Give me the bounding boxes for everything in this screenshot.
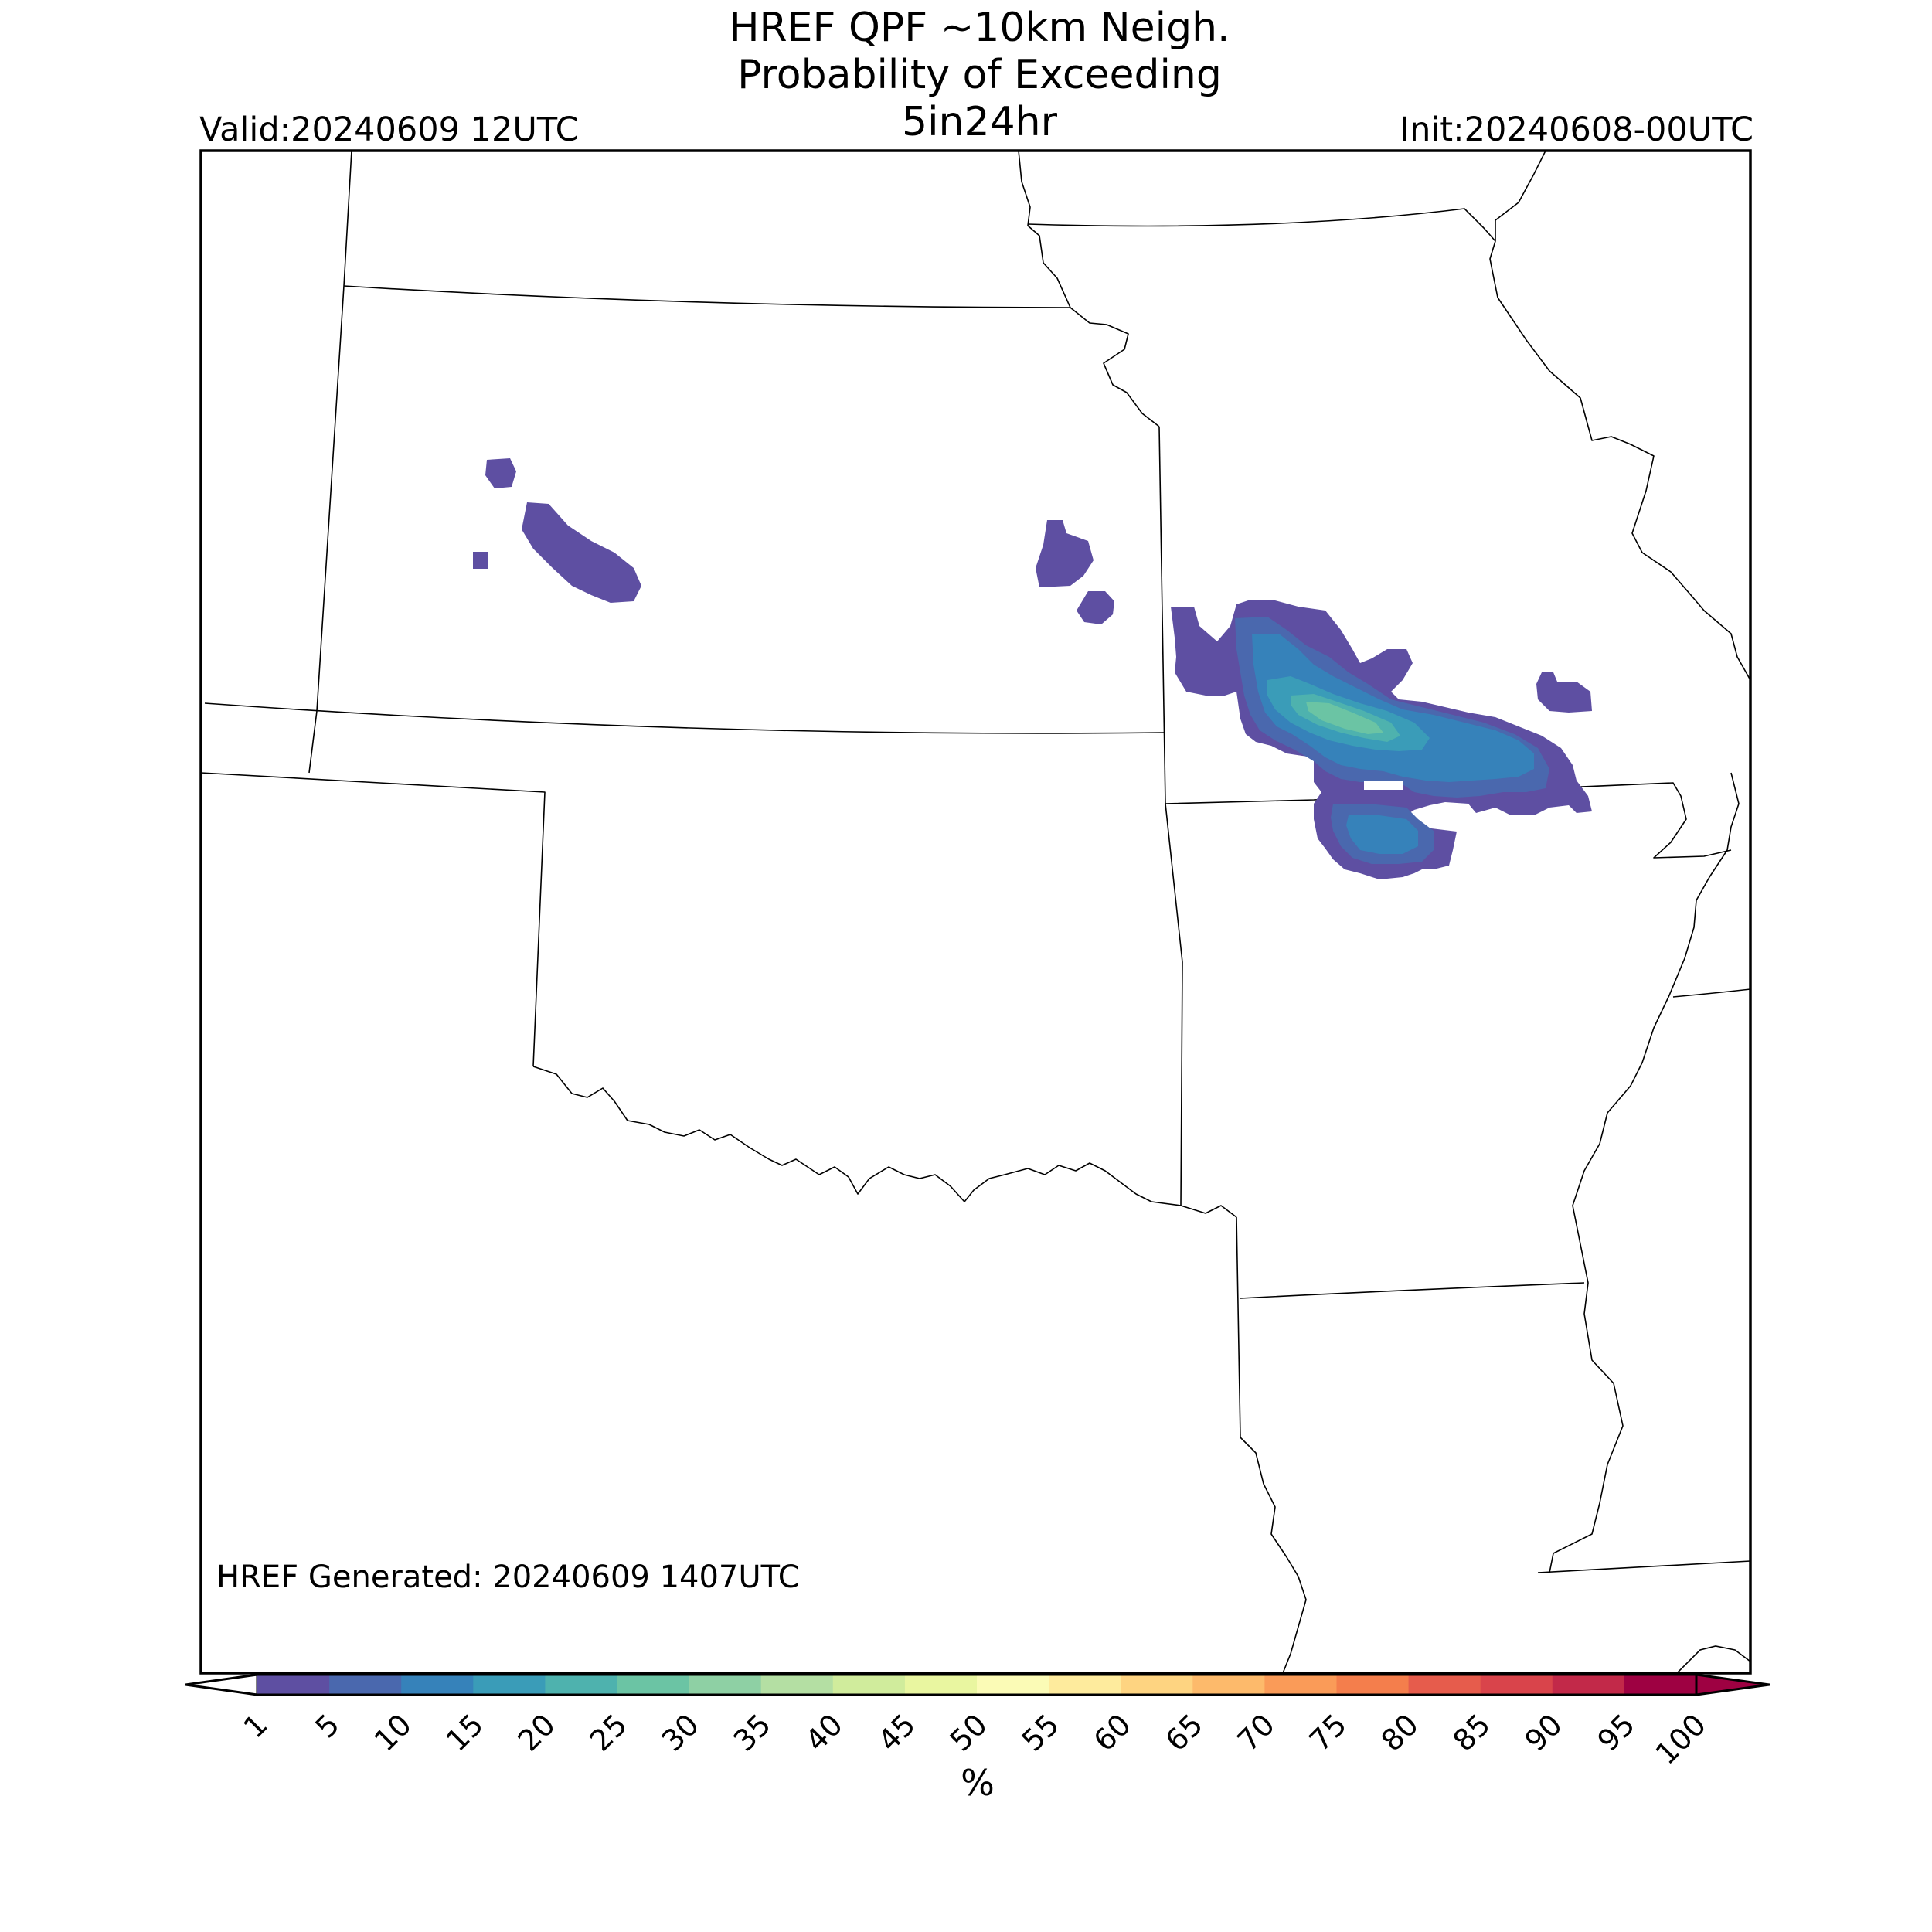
colorbar-under-arrow xyxy=(185,1673,259,1696)
colorbar-segment xyxy=(329,1675,402,1695)
red-river-border xyxy=(532,1066,1237,1218)
map-frame xyxy=(199,149,1752,1675)
oklahoma-panhandle xyxy=(201,772,546,1067)
colorbar-segment xyxy=(1121,1675,1193,1695)
generated-note: HREF Generated: 20240609 1407UTC xyxy=(216,1560,800,1595)
map-panel xyxy=(201,151,1750,1673)
missouri-north-border xyxy=(1027,208,1496,242)
prob-area-gap xyxy=(1364,781,1403,790)
colorbar-segment xyxy=(257,1675,330,1695)
oklahoma-arkansas-border xyxy=(1165,803,1183,1206)
title-line-1: HREF QPF ~10km Neigh. xyxy=(729,5,1230,51)
prob-area-west-kansas-3 xyxy=(522,502,641,603)
colorbar-segment xyxy=(1336,1675,1410,1695)
colorbar-segment xyxy=(1192,1675,1265,1695)
colorbar xyxy=(185,1673,1770,1696)
arkansas-south-border xyxy=(1240,1282,1585,1299)
colorbar-over-arrow xyxy=(1695,1673,1770,1696)
colorbar-segment xyxy=(904,1675,978,1695)
state-boundaries xyxy=(201,151,1750,1673)
colorbar-outline xyxy=(257,1673,1696,1696)
kansas-east-border xyxy=(1158,426,1166,804)
prob-area-central-kansas-2 xyxy=(1077,591,1114,624)
kentucky-tennessee-border xyxy=(1672,988,1750,998)
colorbar-segment xyxy=(1049,1675,1121,1695)
prob-area-central-kansas-1 xyxy=(1036,520,1094,587)
prob-area-west-kansas-1 xyxy=(485,458,516,488)
colorbar-segment xyxy=(1480,1675,1553,1695)
mississippi-river-border xyxy=(1489,151,1750,681)
title-line-3: 5in24hr xyxy=(902,99,1057,145)
colorbar-segment xyxy=(1624,1675,1697,1695)
colorbar-segment xyxy=(617,1675,690,1695)
colorbar-segment xyxy=(473,1675,546,1695)
prob-area-west-kansas-2 xyxy=(473,552,488,569)
colorbar-segment xyxy=(689,1675,762,1695)
init-time-label: Init:20240608-00UTC xyxy=(1400,111,1753,149)
sabine-river-border xyxy=(1240,1437,1307,1673)
coastline-bottom-right xyxy=(1676,1645,1750,1673)
louisiana-mississippi-border xyxy=(1537,1560,1750,1573)
nebraska-south-border xyxy=(343,285,1071,308)
colorbar-segment xyxy=(545,1675,618,1695)
colorbar-segment xyxy=(760,1675,834,1695)
valid-time-label: Valid:20240609 12UTC xyxy=(199,111,579,149)
texas-arkansas-border xyxy=(1236,1216,1241,1438)
colorbar-segment xyxy=(1552,1675,1625,1695)
colorbar-units-label: % xyxy=(961,1762,995,1804)
title-line-2: Probability of Exceeding xyxy=(737,52,1222,98)
colorbar-segment xyxy=(1264,1675,1338,1695)
mississippi-river-south xyxy=(1549,772,1740,1573)
colorbar-segment xyxy=(977,1675,1049,1695)
probability-shading xyxy=(473,458,1592,879)
prob-area-missouri-25 xyxy=(1306,702,1383,734)
prob-area-east-missouri xyxy=(1536,672,1592,713)
colorado-east-border xyxy=(308,151,352,774)
kansas-south-border xyxy=(204,702,1166,734)
missouri-river-border xyxy=(1018,151,1160,427)
colorbar-segment xyxy=(832,1675,906,1695)
colorbar-segment xyxy=(401,1675,474,1695)
colorbar-segment xyxy=(1408,1675,1481,1695)
